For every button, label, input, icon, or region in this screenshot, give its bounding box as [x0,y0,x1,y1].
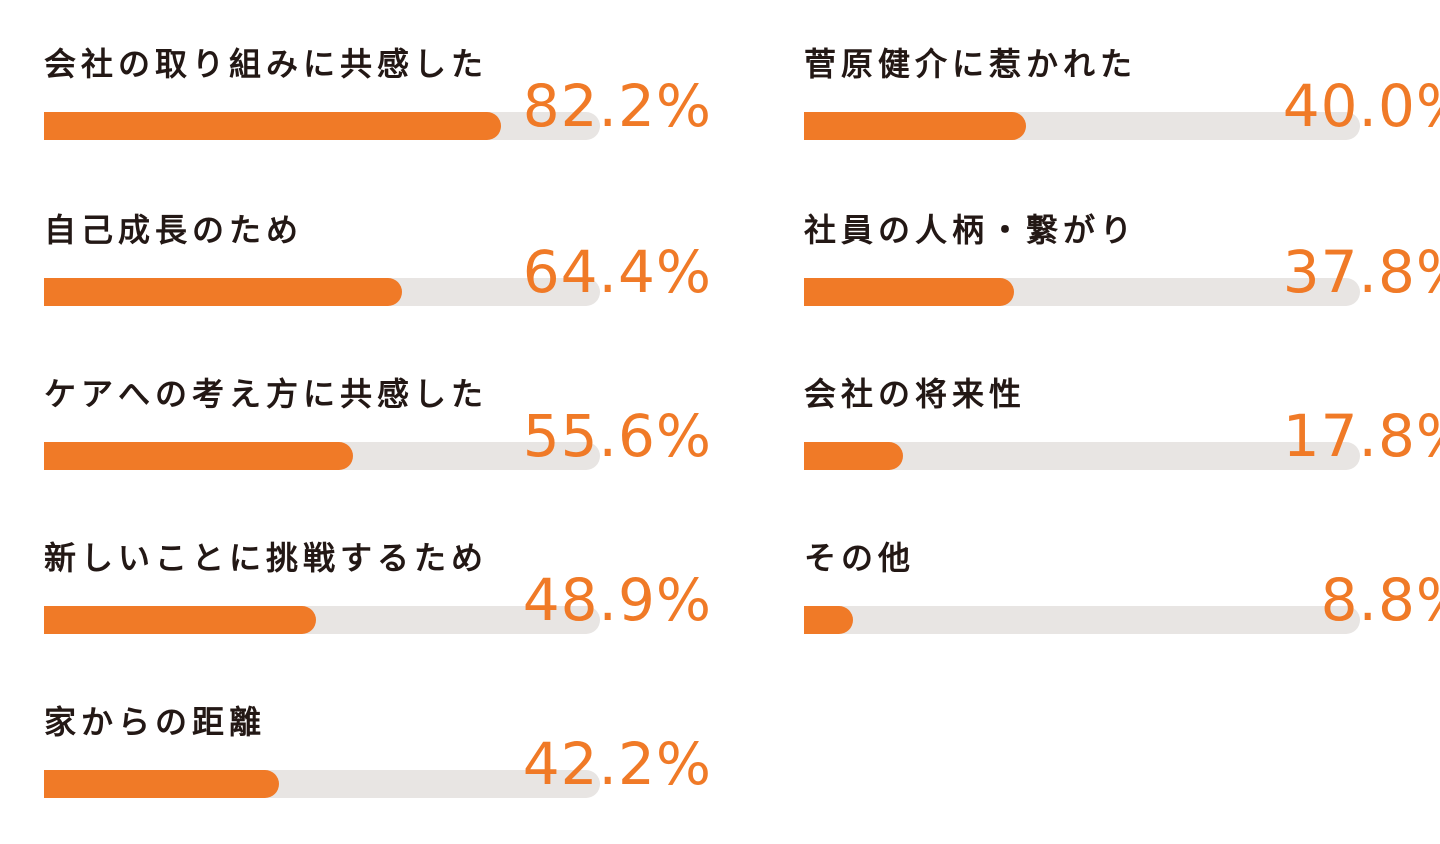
bar-item: 会社の将来性 17.8% [804,374,1440,494]
bar-fill [44,278,402,306]
value-label: 55.6% [522,402,712,470]
category-label: 会社の取り組みに共感した [44,45,489,83]
category-label: その他 [804,539,916,577]
bar-fill [804,112,1026,140]
bar-track [44,112,600,140]
bar-fill [804,442,903,470]
bar-item: 会社の取り組みに共感した 82.2% [44,44,724,164]
category-label: ケアへの考え方に共感した [44,375,489,413]
bar-item: 菅原健介に惹かれた 40.0% [804,44,1440,164]
value-label: 37.8% [1282,238,1440,306]
bar-item: ケアへの考え方に共感した 55.6% [44,374,724,494]
bar-fill [804,606,853,634]
bar-track [44,442,600,470]
category-label: 新しいことに挑戦するため [44,539,489,577]
bar-fill [804,278,1014,306]
value-label: 42.2% [522,730,712,798]
value-label: 8.8% [1320,566,1440,634]
bar-item: 社員の人柄・繋がり 37.8% [804,210,1440,330]
category-label: 家からの距離 [44,703,267,741]
bar-item: 自己成長のため 64.4% [44,210,724,330]
bar-track [44,770,600,798]
bar-fill [44,442,353,470]
bar-item: 家からの距離 42.2% [44,702,724,822]
value-label: 48.9% [522,566,712,634]
bar-track [44,278,600,306]
bar-track [804,112,1360,140]
bar-fill [44,770,279,798]
bar-track [804,278,1360,306]
bar-item: 新しいことに挑戦するため 48.9% [44,538,724,658]
bar-track [804,442,1360,470]
bar-track [804,606,1360,634]
value-label: 82.2% [522,72,712,140]
value-label: 64.4% [522,238,712,306]
bar-item: その他 8.8% [804,538,1440,658]
category-label: 会社の将来性 [804,375,1027,413]
bar-fill [44,112,501,140]
category-label: 自己成長のため [44,211,304,249]
category-label: 社員の人柄・繋がり [804,211,1138,249]
value-label: 17.8% [1282,402,1440,470]
category-label: 菅原健介に惹かれた [804,45,1138,83]
bar-track [44,606,600,634]
bar-fill [44,606,316,634]
value-label: 40.0% [1282,72,1440,140]
